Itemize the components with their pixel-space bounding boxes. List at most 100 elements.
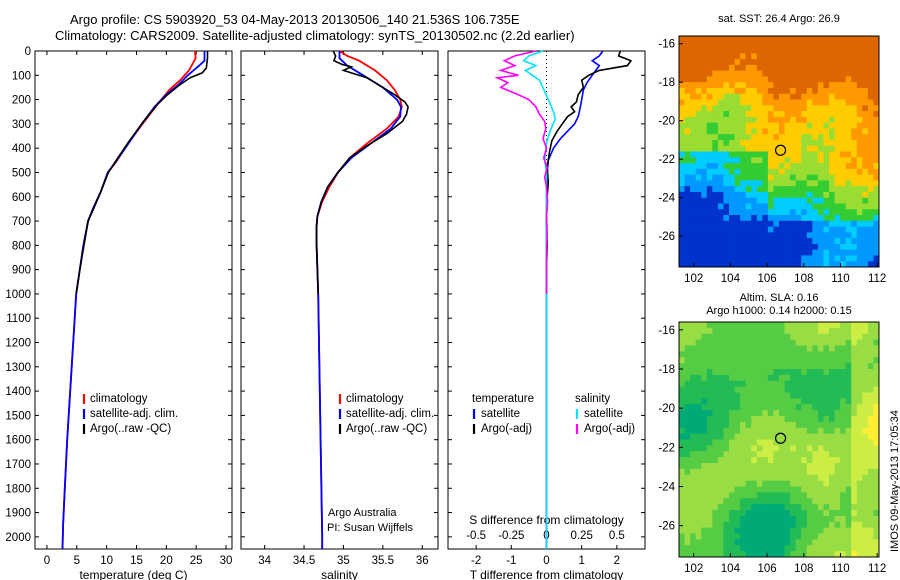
sst_map-cell [834, 157, 841, 164]
sla_map-cell [851, 515, 858, 523]
sst_map-cell [862, 128, 869, 135]
sla_map-cell [851, 345, 858, 352]
sst_map-xtick-label: 108 [794, 273, 813, 285]
sst_map-cell [767, 191, 774, 199]
sla_map-cell [706, 404, 713, 411]
sst_map-cell [690, 261, 697, 268]
sla_map-cell [734, 480, 741, 487]
sla_map-cell [829, 363, 835, 370]
sla_map-cell [845, 398, 852, 405]
sst_map-cell [834, 215, 841, 222]
sla_map-cell [701, 363, 708, 370]
sla_map-cell [734, 363, 741, 370]
sst_map-cell [834, 116, 841, 124]
sst_map-cell [817, 76, 824, 83]
sst_map-cell [767, 36, 774, 43]
sst_map-cell [801, 99, 808, 106]
sst_map-cell [801, 238, 808, 245]
sst_map-cell [701, 128, 708, 135]
sla_map-cell [729, 327, 735, 335]
sst_map-cell [762, 261, 769, 268]
sla_map-cell [862, 457, 869, 464]
sla_map-cell [695, 468, 702, 476]
sla_map-cell [817, 351, 824, 358]
sla_map-cell [773, 345, 780, 352]
sla_map-cell [717, 463, 724, 470]
sst_map-cell [684, 36, 691, 43]
sla_map-cell [729, 416, 735, 423]
sst_map-cell [690, 209, 697, 216]
sst_map-cell [723, 191, 730, 199]
sst_map-cell [862, 215, 869, 222]
sst_map-cell [712, 139, 719, 147]
sst_map-cell [684, 82, 691, 89]
sst_map-cell [684, 209, 691, 216]
sla_map-cell [823, 515, 830, 523]
sst_map-cell [856, 76, 863, 83]
sst_map-cell [701, 41, 708, 48]
sst_map-cell [734, 186, 741, 193]
sst_map-cell [801, 215, 808, 222]
sla_map-cell [779, 445, 785, 452]
sst_map-cell [756, 220, 763, 227]
sst_map-cell [862, 134, 869, 141]
sst_map-cell [751, 197, 758, 204]
sst_map-cell [795, 191, 802, 199]
sst_map-cell [829, 59, 835, 66]
sst_map-cell [695, 220, 702, 227]
sla_map-cell [762, 421, 769, 429]
sst_map-cell [740, 174, 747, 181]
sst_map-cell [806, 93, 813, 100]
sst_map-cell [756, 255, 763, 262]
sst_map-cell [729, 145, 735, 152]
sla_map-cell [734, 351, 741, 358]
sla_map-cell [712, 468, 719, 476]
sst_map-cell [695, 157, 702, 164]
sla_map-cell [773, 386, 780, 393]
sst_map-cell [867, 261, 874, 268]
sla_map-cell [867, 521, 874, 529]
sst_map-cell [817, 168, 824, 176]
sla_map-cell [751, 433, 758, 440]
sla_map-cell [745, 545, 752, 552]
sla_map-cell [684, 398, 691, 405]
sst_map-cell [723, 220, 730, 227]
sst_map-cell [679, 122, 685, 129]
sla_map-cell [740, 392, 747, 399]
sst_map-cell [723, 87, 730, 95]
sla_map-cell [679, 404, 685, 411]
sla_map-cell [723, 498, 730, 505]
sla_map-cell [779, 351, 785, 358]
sla_map-cell [756, 527, 763, 534]
sla_map-cell [795, 369, 802, 376]
sst_map-cell [795, 255, 802, 262]
sst_map-cell [817, 232, 824, 239]
sst_map-cell [745, 261, 752, 268]
sst_map-cell [679, 145, 685, 152]
sla_map-cell [829, 480, 835, 487]
sst_map-cell [867, 180, 874, 187]
sla_map-cell [695, 327, 702, 335]
sla_map-cell [734, 445, 741, 452]
sla_map-cell [784, 468, 791, 476]
sla_map-cell [773, 515, 780, 523]
sla_map-cell [840, 416, 847, 423]
sla_map-cell [712, 439, 719, 446]
sst_map-cell [795, 36, 802, 43]
sla_map-cell [790, 486, 797, 493]
sla_map-cell [867, 551, 874, 558]
sla_map-cell [873, 369, 880, 376]
sst_map-cell [817, 220, 824, 227]
sst_map-cell [712, 238, 719, 245]
sst_map-cell [862, 116, 869, 124]
sla_map-cell [840, 468, 847, 476]
sst_map-cell [779, 157, 785, 164]
sst_map-cell [679, 47, 685, 54]
sst_map-cell [684, 255, 691, 262]
sla_map-cell [790, 445, 797, 452]
sst_map-cell [729, 128, 735, 135]
sst_map-cell [845, 82, 852, 89]
sst_map-cell [790, 76, 797, 83]
sst_map-cell [751, 128, 758, 135]
sst_map-cell [806, 36, 813, 43]
